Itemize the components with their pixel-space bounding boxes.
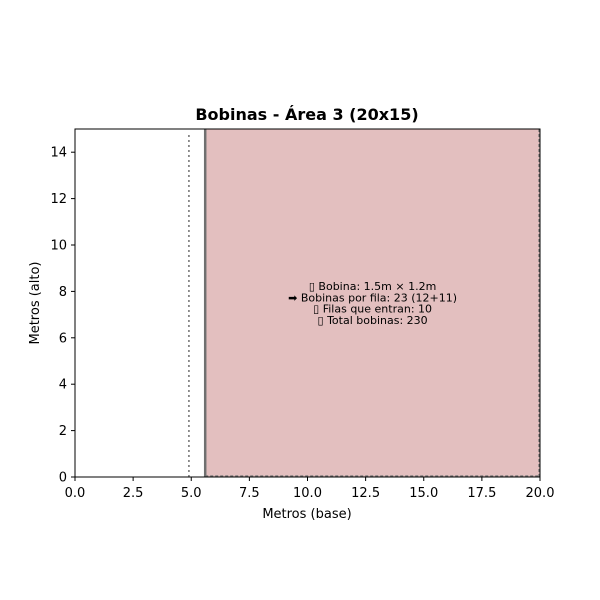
x-tick-label: 17.5 [467, 486, 496, 501]
filled-region [205, 129, 540, 477]
plot-area [74, 128, 541, 478]
y-tick-label: 6 [59, 331, 67, 346]
x-axis: 0.0 2.5 5.0 7.5 10.0 12.5 15.0 17.5 20.0 [65, 477, 555, 501]
x-tick-label: 10.0 [293, 486, 322, 501]
y-tick-label: 2 [59, 424, 67, 439]
y-axis: 0 2 4 6 8 10 12 14 [50, 146, 75, 486]
x-axis-label: Metros (base) [262, 507, 351, 522]
x-tick-label: 20.0 [526, 486, 555, 501]
annotation-line: ▯ Bobina: 1.5m × 1.2m [309, 280, 436, 293]
x-tick-label: 0.0 [65, 486, 86, 501]
x-tick-label: 12.5 [351, 486, 380, 501]
y-tick-label: 10 [50, 239, 67, 254]
x-tick-label: 5.0 [181, 486, 202, 501]
y-tick-label: 0 [59, 471, 67, 486]
y-axis-label: Metros (alto) [28, 261, 43, 344]
chart-annotation: ▯ Bobina: 1.5m × 1.2m➡ Bobinas por fila:… [288, 280, 457, 327]
y-tick-label: 4 [59, 378, 67, 393]
y-tick-label: 14 [50, 146, 67, 161]
y-tick-label: 8 [59, 285, 67, 300]
annotation-line: ▯ Total bobinas: 230 [318, 314, 428, 327]
chart-title: Bobinas - Área 3 (20x15) [195, 105, 418, 124]
x-tick-label: 2.5 [123, 486, 144, 501]
annotation-line: ▯ Filas que entran: 10 [313, 303, 432, 316]
y-tick-label: 12 [50, 192, 67, 207]
x-tick-label: 15.0 [409, 486, 438, 501]
annotation-line: ➡ Bobinas por fila: 23 (12+11) [288, 291, 457, 304]
x-tick-label: 7.5 [239, 486, 260, 501]
